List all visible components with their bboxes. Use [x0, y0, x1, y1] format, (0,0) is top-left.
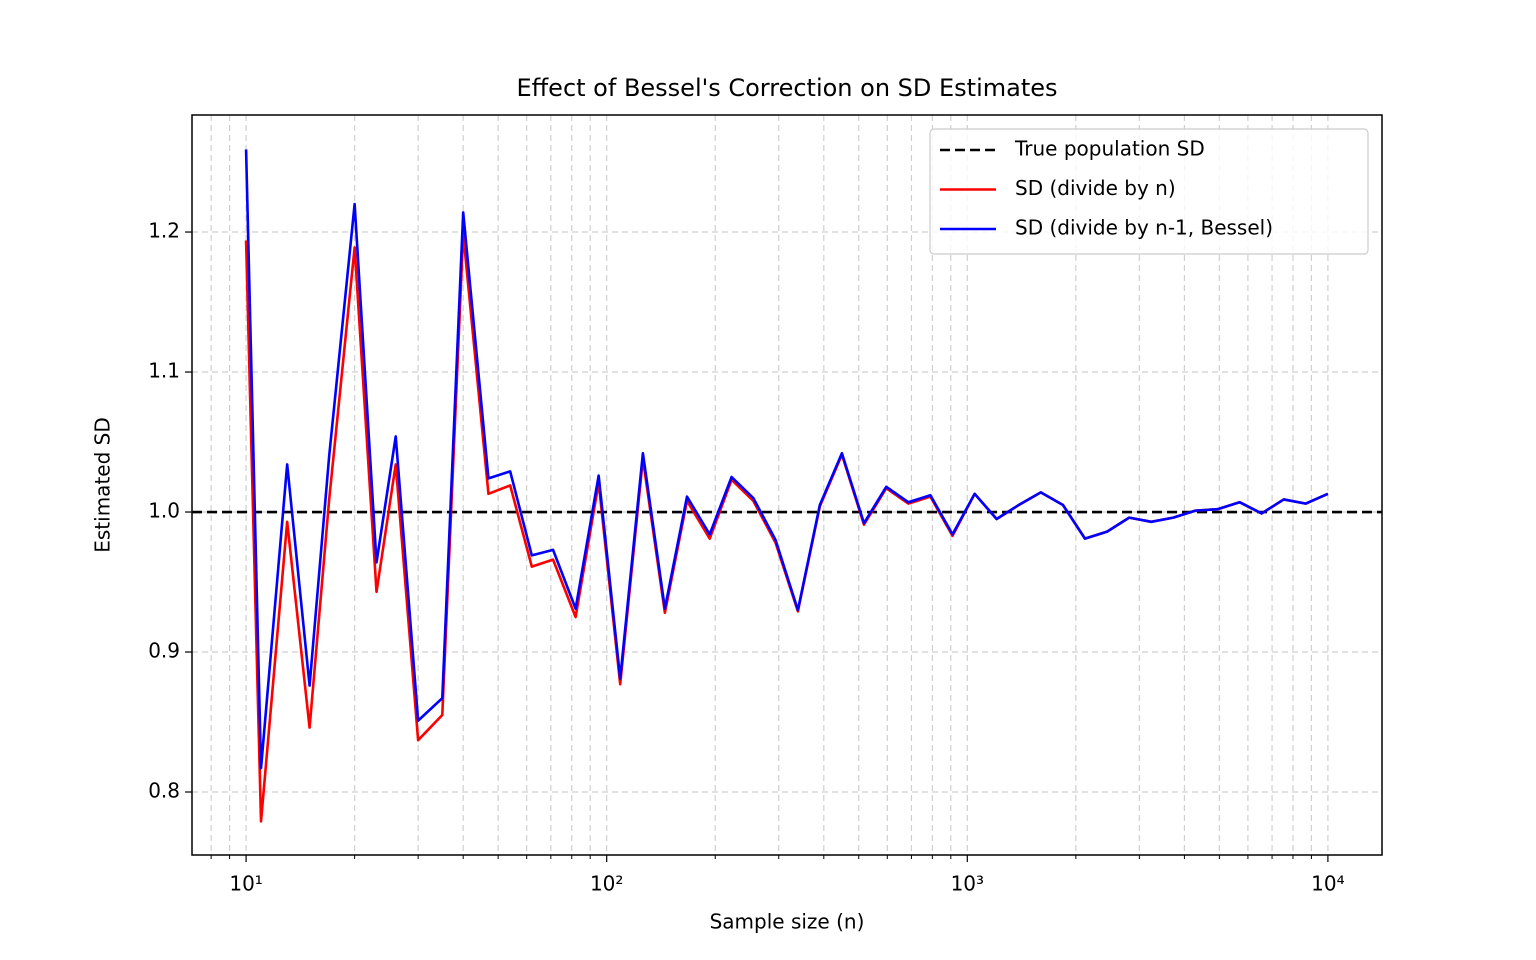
legend-label: SD (divide by n-1, Bessel) — [1015, 216, 1273, 240]
x-tick-label: 10¹ — [229, 872, 262, 896]
data-line — [244, 149, 1329, 770]
y-tick-label: 0.9 — [148, 639, 180, 663]
x-tick-label: 10³ — [951, 872, 984, 896]
y-tick-label: 1.1 — [148, 359, 180, 383]
x-axis-label: Sample size (n) — [710, 910, 865, 934]
plot-frame — [191, 114, 1383, 856]
legend-label: True population SD — [1014, 137, 1205, 161]
legend-box — [929, 128, 1369, 255]
y-tick-label: 1.2 — [148, 219, 180, 243]
x-tick-label: 10² — [590, 872, 623, 896]
x-tick-label: 10⁴ — [1311, 872, 1344, 896]
y-tick-label: 1.0 — [148, 499, 180, 523]
chart-title: Effect of Bessel's Correction on SD Esti… — [516, 74, 1057, 102]
y-tick-label: 0.8 — [148, 779, 180, 803]
legend-label: SD (divide by n) — [1015, 176, 1176, 200]
y-axis-label: Estimated SD — [91, 417, 115, 553]
